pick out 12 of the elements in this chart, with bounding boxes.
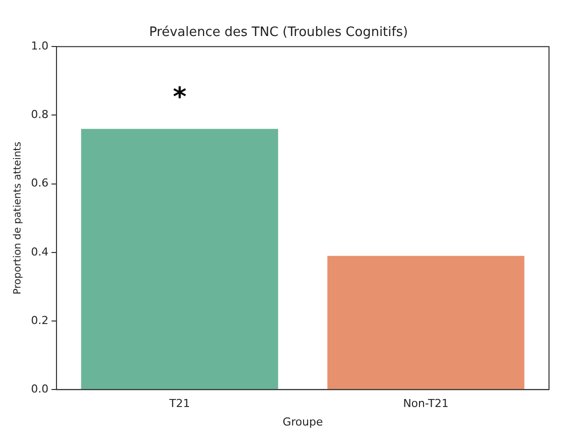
- y-tick-label: 1.0: [30, 39, 48, 52]
- x-axis-title: Groupe: [282, 415, 324, 428]
- x-tick-label: Non-T21: [403, 397, 449, 410]
- y-axis-title: Proportion de patients atteints: [12, 142, 24, 295]
- x-tick-label: T21: [168, 397, 190, 410]
- y-tick-label: 0.0: [30, 382, 48, 396]
- y-tick-label: 0.6: [30, 176, 48, 190]
- y-tick-label: 0.4: [30, 245, 48, 258]
- chart-title: Prévalence des TNC (Troubles Cognitifs): [149, 25, 408, 40]
- y-tick-label: 0.8: [30, 108, 48, 122]
- y-tick-label: 0.2: [30, 314, 48, 327]
- annotation: *: [172, 82, 187, 113]
